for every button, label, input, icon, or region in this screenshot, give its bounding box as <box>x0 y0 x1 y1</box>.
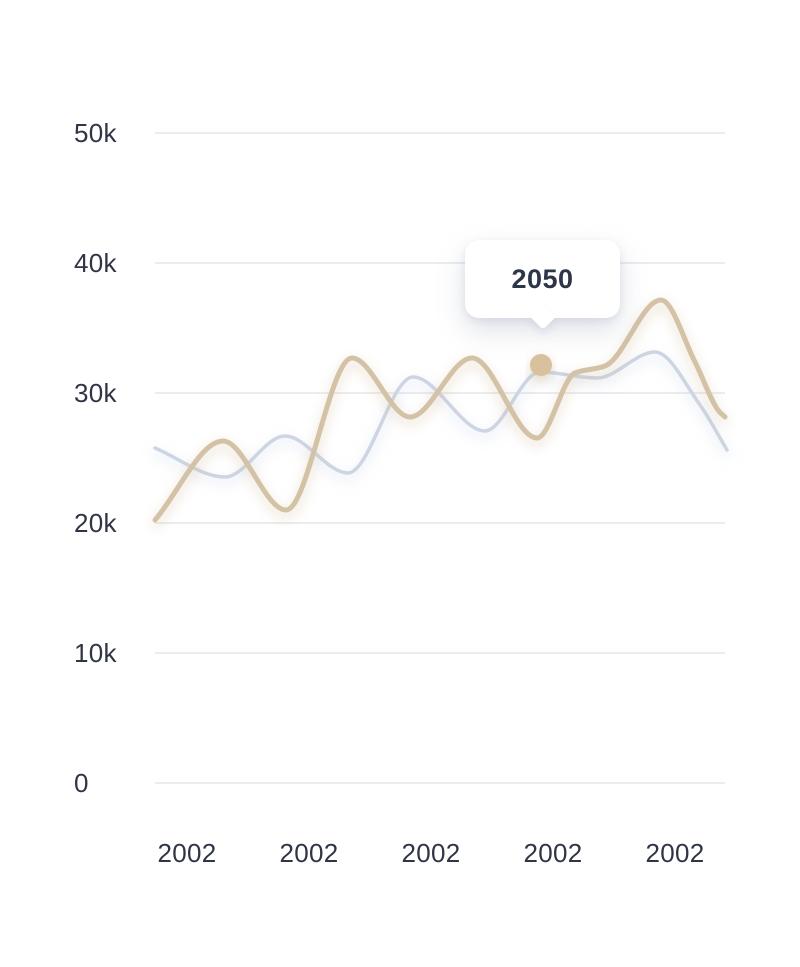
x-tick-label: 2002 <box>645 838 705 868</box>
blue-series-line <box>153 350 729 479</box>
y-tick-label: 50k <box>74 118 117 148</box>
tan-series-line <box>152 297 728 523</box>
series-lines <box>152 297 729 523</box>
y-tick-label: 40k <box>74 248 117 278</box>
active-point-marker <box>530 354 552 376</box>
x-tick-label: 2002 <box>523 838 583 868</box>
y-tick-label: 10k <box>74 638 117 668</box>
y-tick-label: 0 <box>74 768 89 798</box>
tooltip-value: 2050 <box>505 263 580 295</box>
y-tick-label: 30k <box>74 378 117 408</box>
x-tick-label: 2002 <box>401 838 461 868</box>
x-tick-label: 2002 <box>279 838 339 868</box>
marker-dot <box>530 354 552 376</box>
tooltip: 2050 <box>465 240 620 330</box>
x-tick-label: 2002 <box>157 838 217 868</box>
y-tick-label: 20k <box>74 508 117 538</box>
